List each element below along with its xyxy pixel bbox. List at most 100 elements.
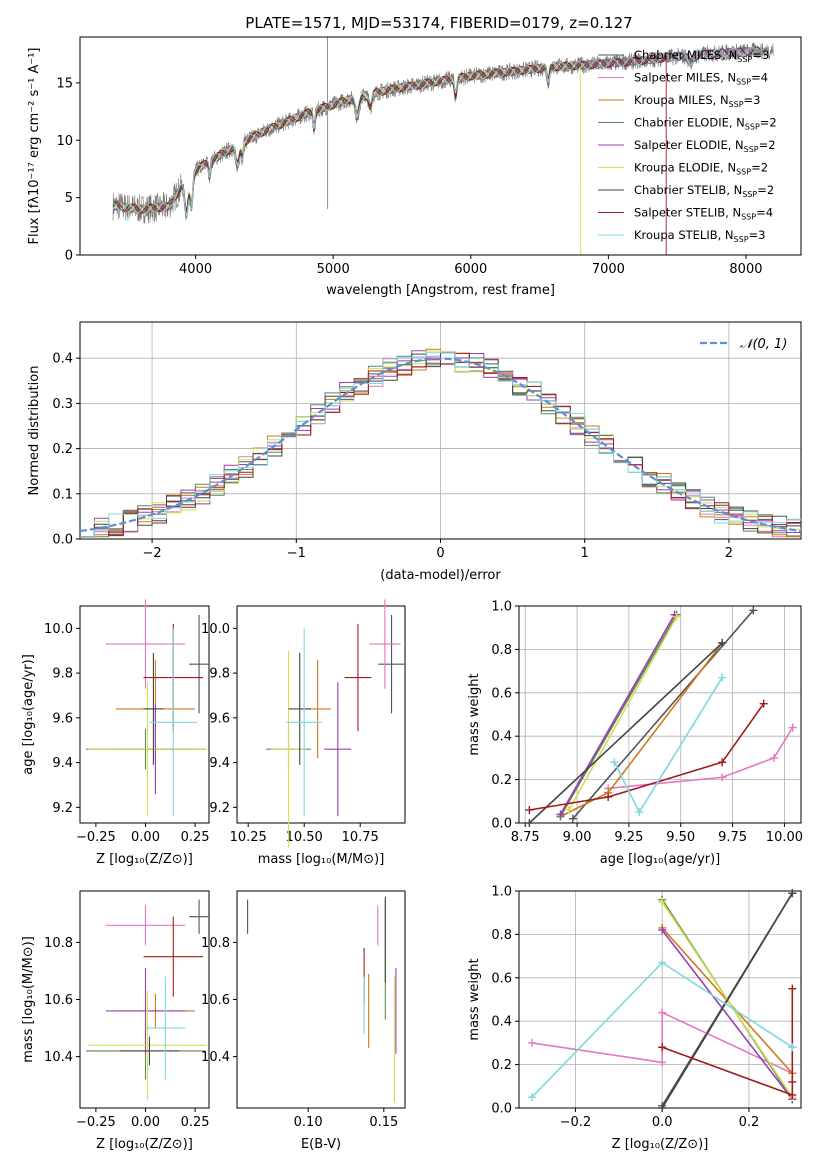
y-tick-label: 10.4: [44, 1050, 73, 1065]
x-tick-label: 10.25: [230, 830, 267, 845]
data-point: [788, 889, 797, 898]
y-axis-label: mass weight: [467, 673, 482, 755]
y-tick-label: 0.6: [491, 686, 512, 701]
normal-curve: [79, 357, 802, 533]
y-axis-label: Normed distribution: [27, 366, 42, 496]
y-tick-label: 9.6: [209, 711, 230, 726]
y-tick-label: 0.8: [491, 643, 512, 658]
weight-vs-age-panel: 8.75 9.00 9.25 9.50 9.75 10.00 0.0 0.2 0.4 0.6 0.8…: [467, 600, 803, 868]
x-tick-label: 10.00: [766, 830, 803, 845]
errorbar-kroupa-stelib: [286, 628, 323, 817]
series-line: [568, 616, 678, 811]
figure-title: PLATE=1571, MJD=53174, FIBERID=0179, z=0…: [245, 14, 632, 32]
errorbar-chabrier-stelib: [288, 652, 311, 765]
series-line: [608, 727, 794, 790]
errorbar-salpeter-miles: [105, 905, 186, 946]
legend-count: =2: [751, 161, 768, 175]
age-vs-Z-panel: −0.25 0.00 0.25 9.2 9.4 9.6 9.8 10.0 Z [log₁₀(Z/…: [21, 599, 210, 867]
y-tick-label: 9.8: [52, 667, 73, 682]
x-tick-label: 5000: [317, 262, 350, 277]
data-point: [658, 958, 667, 967]
x-tick-label: 0.25: [181, 1115, 210, 1130]
x-axis-label: (data-model)/error: [380, 568, 501, 583]
y-tick-label: 10.8: [44, 936, 73, 951]
x-tick-label: 0.0: [652, 1115, 673, 1130]
errorbar-kroupa-elodie: [270, 650, 307, 848]
legend-subscript: SSP: [744, 145, 759, 154]
data-point: [718, 773, 727, 782]
legend-entry: Chabrier ELODIE, NSSP=2: [634, 116, 777, 132]
data-point: [759, 699, 768, 708]
data-point: [788, 1077, 797, 1086]
legend-subscript: SSP: [745, 123, 760, 132]
data-point: [525, 819, 534, 827]
y-tick-label: 10.6: [44, 993, 73, 1008]
data-point: [635, 808, 644, 817]
x-tick-label: 0.00: [131, 830, 160, 845]
y-axis-label: mass weight: [467, 958, 482, 1040]
x-axis-label: Z [log₁₀(Z/Z⊙)]: [612, 1137, 709, 1152]
mass-vs-Z-panel: −0.25 0.00 0.25 10.4 10.6 10.8 Z [log₁₀(Z/Z⊙)]…: [21, 890, 210, 1152]
y-tick-label: 9.6: [52, 711, 73, 726]
legend-text: Chabrier MILES, N: [634, 48, 737, 62]
y-tick-label: 15: [56, 76, 73, 91]
data-point: [658, 1058, 667, 1067]
x-axis-label: age [log₁₀(age/yr)]: [600, 852, 721, 867]
residuals-panel: −2 −1 0 1 2 0.0 0.1 0.2 0.3 0.4 𝒩(0, 1) (data-model…: [27, 321, 802, 583]
x-tick-label: 0.00: [131, 1115, 160, 1130]
x-tick-label: 9.75: [718, 830, 747, 845]
series-kroupa-stelib: [528, 958, 797, 1102]
x-tick-label: 0.2: [739, 1115, 760, 1130]
data-point: [770, 753, 779, 762]
y-tick-label: 0.2: [491, 773, 512, 788]
data-point: [788, 1090, 797, 1099]
y-tick-label: 0.0: [491, 1102, 512, 1117]
errorbar-kroupa-stelib: [149, 628, 198, 817]
x-tick-label: 6000: [454, 262, 487, 277]
y-tick-label: 1.0: [491, 885, 512, 900]
errorbar-kroupa-stelib: [145, 976, 186, 1080]
legend-subscript: SSP: [734, 235, 749, 244]
y-axis-label: age [log₁₀(age/yr)]: [21, 654, 36, 775]
errorbar-salpeter-elodie: [105, 968, 186, 1054]
y-tick-label: 0.6: [491, 971, 512, 986]
data-point: [610, 758, 619, 767]
spectrum-panel: 4000 5000 6000 7000 8000 0 5 10 15 wavelength [An…: [0, 0, 819, 300]
legend-entry: Kroupa MILES, NSSP=3: [634, 93, 760, 109]
errorbar-chabrier-stelib: [143, 652, 164, 765]
x-axis-label: Z [log₁₀(Z/Z⊙)]: [96, 852, 193, 867]
x-axis-label: mass [log₁₀(M/M⊙)]: [258, 852, 385, 867]
y-tick-label: 10: [56, 134, 73, 149]
axes-frame: [79, 605, 210, 824]
legend-entry: Salpeter MILES, NSSP=4: [634, 71, 768, 87]
x-tick-label: 9.00: [563, 830, 592, 845]
x-tick-label: −0.25: [76, 830, 116, 845]
legend-count: =3: [749, 228, 766, 242]
legend-entry: Kroupa STELIB, NSSP=3: [634, 228, 765, 244]
data-point: [658, 1008, 667, 1017]
y-tick-label: 0: [65, 249, 73, 264]
legend-count: =3: [744, 93, 761, 107]
legend-entry: Salpeter STELIB, NSSP=4: [634, 206, 773, 222]
x-tick-label: 9.25: [614, 830, 643, 845]
data-point: [718, 758, 727, 767]
legend-entry: Chabrier STELIB, NSSP=2: [634, 183, 774, 199]
data-point: [658, 1043, 667, 1052]
legend-count: =2: [759, 138, 776, 152]
legend-text: Salpeter STELIB, N: [634, 206, 741, 220]
legend-subscript: SSP: [741, 213, 756, 222]
legend-text: Kroupa ELODIE, N: [634, 161, 736, 175]
histogram-kroupa-stelib: [80, 352, 801, 538]
legend-count: =2: [757, 183, 774, 197]
series-chabrier-stelib: [525, 638, 727, 827]
legend-text: Kroupa MILES, N: [634, 93, 729, 107]
y-tick-label: 10.8: [201, 936, 230, 951]
errorbar-kroupa-elodie: [87, 990, 208, 1100]
x-tick-label: −1: [287, 546, 306, 561]
y-tick-label: 10.6: [201, 993, 230, 1008]
model-kroupa-elodie: [112, 61, 582, 256]
legend-subscript: SSP: [736, 168, 751, 177]
errorbar-chabrier-stelib: [119, 1036, 180, 1066]
y-tick-label: 0.0: [52, 533, 73, 548]
